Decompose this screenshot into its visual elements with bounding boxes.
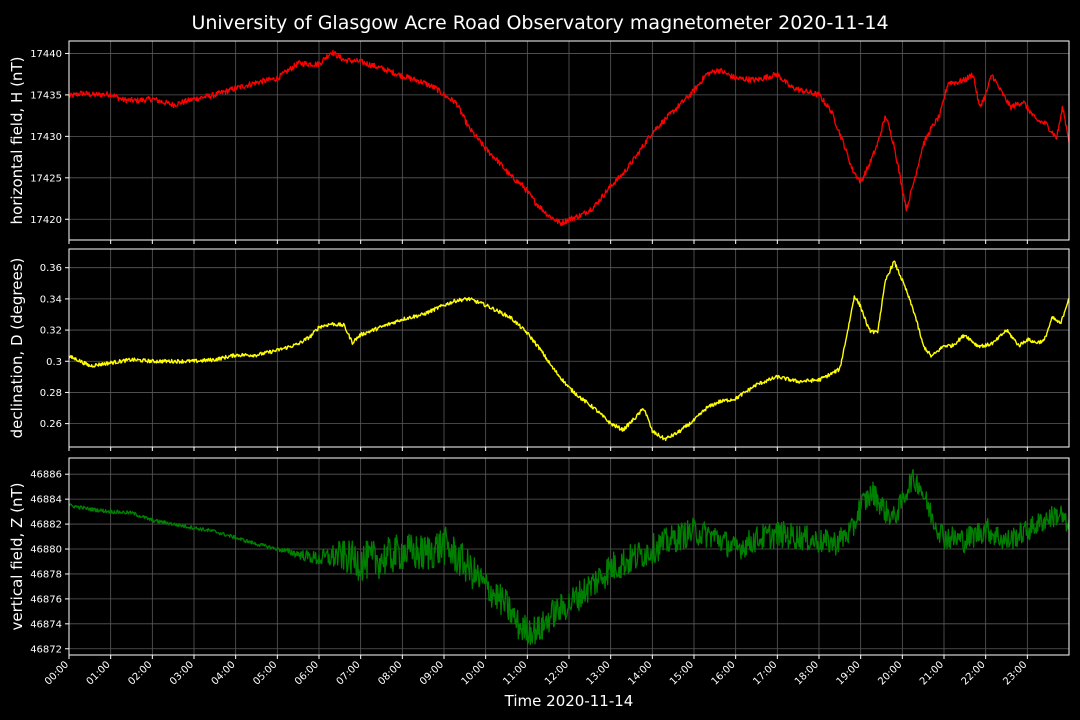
y-tick-label: 46884 <box>30 495 62 506</box>
y-tick-label: 46874 <box>30 619 62 630</box>
y-tick-label: 46886 <box>30 470 62 481</box>
y-tick-label: 46872 <box>30 644 62 655</box>
y-axis-title: vertical field, Z (nT) <box>8 482 26 630</box>
y-tick-label: 17425 <box>30 173 62 184</box>
y-tick-label: 0.34 <box>40 294 62 305</box>
y-tick-label: 0.3 <box>46 357 62 368</box>
panel-1: 17420 17425 17430 17435 17440 horizontal fiel… <box>8 40 1070 244</box>
y-tick-label: 17435 <box>30 90 62 101</box>
y-tick-label: 17430 <box>30 132 62 143</box>
panel-2: 0.26 0.28 0.3 0.32 0.34 0.36 declination, D (d… <box>8 248 1070 451</box>
y-tick-label: 0.32 <box>40 326 62 337</box>
y-tick-label: 46880 <box>30 545 62 556</box>
y-tick-label: 46876 <box>30 594 62 605</box>
y-tick-label: 46882 <box>30 520 62 531</box>
y-tick-label: 0.36 <box>40 263 62 274</box>
figure-title: University of Glasgow Acre Road Observat… <box>191 12 888 34</box>
y-tick-label: 0.28 <box>40 388 62 399</box>
series-line-2 <box>68 260 1070 442</box>
x-axis-title: Time 2020-11-14 <box>504 692 634 710</box>
series-line-1 <box>68 49 1070 227</box>
panel-3: 46872 46874 46876 46878 46880 46882 46884 46886… <box>8 457 1070 659</box>
y-tick-label: 17420 <box>30 215 62 226</box>
panels: 17420 17425 17430 17435 17440 horizontal fiel… <box>8 40 1070 659</box>
y-tick-label: 0.26 <box>40 419 62 430</box>
series-line-3 <box>68 469 1070 646</box>
y-tick-label: 17440 <box>30 49 62 60</box>
y-axis-title: declination, D (degrees) <box>8 258 26 439</box>
y-axis-title: horizontal field, H (nT) <box>8 57 26 225</box>
y-tick-label: 46878 <box>30 569 62 580</box>
